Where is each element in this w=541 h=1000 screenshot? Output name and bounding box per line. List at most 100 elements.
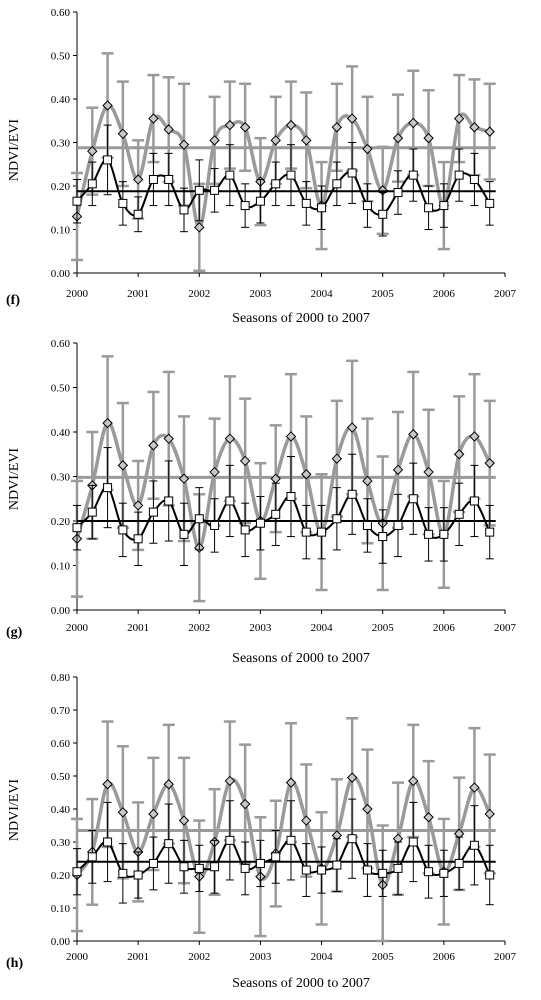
data-point-diamond — [239, 798, 251, 810]
x-tick-label: 2001 — [127, 288, 149, 300]
data-point-diamond — [209, 466, 220, 478]
data-point-diamond — [270, 135, 281, 146]
data-point-diamond — [484, 126, 495, 137]
data-point-square — [164, 839, 174, 849]
x-tick-label: 2004 — [311, 288, 334, 300]
data-point-square — [485, 870, 495, 880]
chart-panel-h: 0.00 0.10 0.20 0.30 0.40 0.50 0.60 0.70 0.80 2000… — [6, 672, 517, 991]
x-tick-label: 2005 — [372, 951, 395, 963]
data-point-square — [179, 862, 189, 872]
data-point-square — [347, 489, 357, 499]
data-point-square — [194, 185, 204, 195]
x-tick-label: 2002 — [188, 951, 210, 963]
data-point-diamond — [117, 807, 129, 818]
y-tick-label: 0.20 — [51, 181, 71, 193]
data-point-square — [454, 858, 464, 868]
y-tick-label: 0.60 — [51, 738, 71, 750]
y-tick-label: 0.40 — [51, 804, 71, 816]
x-tick-label: 2003 — [249, 288, 272, 300]
x-tick-label: 2002 — [188, 622, 210, 634]
x-tick-label: 2007 — [494, 288, 517, 300]
data-point-square — [408, 170, 418, 180]
data-point-square — [317, 203, 327, 213]
data-point-square — [424, 529, 434, 539]
data-point-square — [148, 858, 158, 868]
y-tick-label: 0.60 — [51, 7, 71, 19]
data-point-square — [72, 867, 82, 877]
data-point-diamond — [346, 772, 358, 783]
data-point-diamond — [484, 808, 495, 820]
y-tick-label: 0.50 — [51, 51, 71, 63]
data-point-diamond — [331, 122, 343, 133]
data-point-square — [286, 170, 296, 180]
y-axis-label: NDVI/EVI — [7, 119, 22, 182]
data-point-square — [148, 507, 158, 517]
chart-panel-f: 0.00 0.10 0.20 0.30 0.40 0.50 0.60 2000 2001 2002… — [6, 7, 517, 326]
x-tick-label: 2005 — [372, 622, 395, 634]
y-tick-label: 0.40 — [51, 94, 71, 106]
data-point-diamond — [132, 500, 144, 511]
data-point-square — [271, 509, 281, 519]
data-point-square — [469, 174, 479, 184]
data-point-diamond — [362, 143, 373, 155]
data-point-diamond — [148, 440, 159, 451]
data-point-square — [408, 837, 418, 847]
data-point-diamond — [346, 422, 358, 433]
data-point-square — [393, 188, 403, 198]
data-point-diamond — [178, 139, 190, 150]
data-point-square — [87, 852, 97, 862]
data-point-square — [378, 209, 388, 219]
data-point-square — [225, 835, 235, 845]
x-axis-label: Seasons of 2000 to 2007 — [232, 311, 370, 326]
data-point-diamond — [102, 779, 113, 790]
series-square — [72, 124, 496, 237]
data-point-diamond — [285, 777, 297, 788]
data-point-diamond — [224, 433, 236, 444]
data-point-diamond — [132, 174, 144, 185]
y-tick-label: 0.30 — [51, 472, 71, 484]
data-point-diamond — [209, 135, 220, 146]
series-line — [75, 421, 492, 550]
y-tick-label: 0.00 — [51, 268, 71, 280]
data-point-square — [133, 870, 143, 880]
data-point-diamond — [301, 469, 312, 480]
data-point-square — [469, 840, 479, 850]
data-point-diamond — [331, 453, 343, 464]
data-point-diamond — [362, 803, 373, 815]
data-point-diamond — [423, 812, 434, 823]
data-point-diamond — [163, 433, 174, 444]
data-point-square — [210, 185, 220, 195]
x-axis-label: Seasons of 2000 to 2007 — [232, 976, 370, 991]
x-tick-label: 2001 — [127, 951, 149, 963]
data-point-square — [194, 863, 204, 873]
data-point-square — [72, 196, 82, 206]
data-point-square — [87, 507, 97, 517]
x-tick-label: 2001 — [127, 622, 149, 634]
series-square — [72, 447, 496, 566]
data-point-square — [393, 520, 403, 530]
data-point-square — [133, 209, 143, 219]
chart-panel-g: 0.00 0.10 0.20 0.30 0.40 0.50 0.60 2000 2001 2002… — [6, 338, 517, 666]
y-tick-label: 0.60 — [51, 338, 71, 350]
data-point-diamond — [285, 119, 297, 131]
data-point-diamond — [117, 128, 129, 140]
data-point-square — [347, 834, 357, 844]
y-tick-label: 0.50 — [51, 383, 71, 395]
data-point-square — [148, 174, 158, 184]
series-line — [76, 158, 491, 217]
data-point-square — [485, 527, 495, 537]
series-diamond — [71, 355, 496, 603]
data-point-diamond — [453, 113, 465, 124]
y-tick-label: 0.50 — [51, 771, 71, 783]
data-point-square — [194, 514, 204, 524]
data-point-square — [301, 527, 311, 537]
x-tick-label: 2002 — [188, 288, 210, 300]
data-point-diamond — [469, 122, 480, 133]
data-point-diamond — [301, 135, 312, 146]
data-point-square — [485, 198, 495, 208]
data-point-diamond — [362, 475, 373, 487]
data-point-square — [118, 868, 128, 878]
data-point-square — [72, 523, 82, 533]
panel-label: (g) — [6, 625, 23, 640]
data-point-diamond — [453, 449, 465, 460]
